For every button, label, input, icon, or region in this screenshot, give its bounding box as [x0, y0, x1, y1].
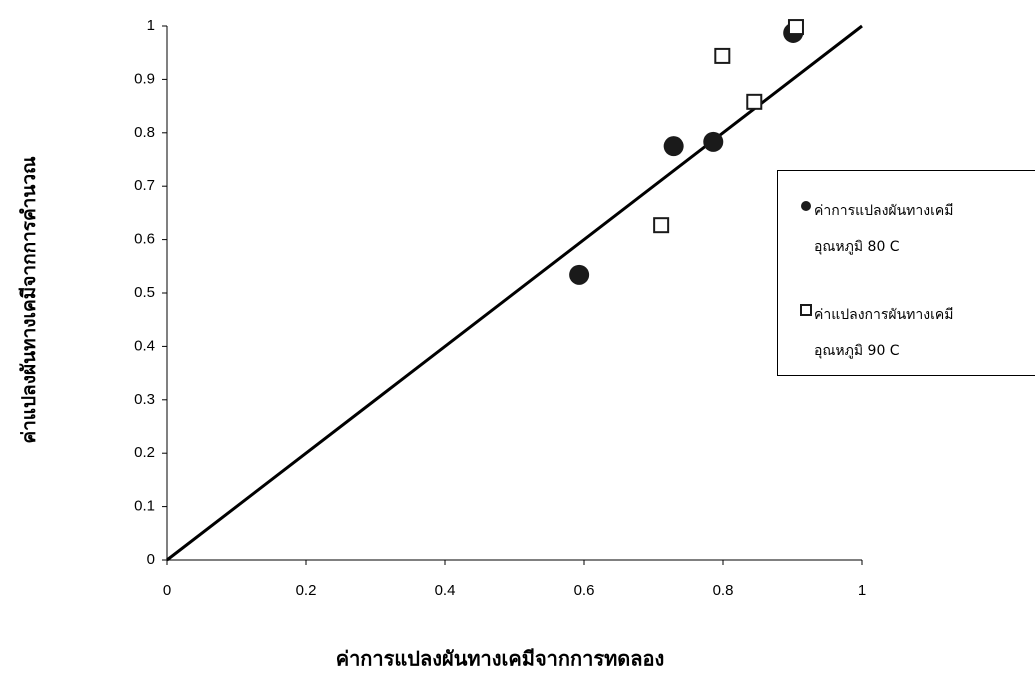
y-tick-label: 0.5 — [134, 284, 155, 301]
page: {"chart_data": {"type": "scatter", "x_la… — [0, 0, 1035, 689]
y-tick-label: 0.1 — [134, 498, 155, 515]
point — [715, 49, 729, 63]
point — [703, 132, 723, 152]
legend-symbol — [799, 303, 813, 317]
legend: ค่าการแปลงผันทางเคมี อุณหภูมิ 80 C ค่าแปล… — [777, 170, 1035, 376]
x-axis-label: ค่าการแปลงผันทางเคมีจากการทดลอง — [336, 647, 665, 671]
point — [801, 305, 811, 315]
legend-label: ค่าแปลงการผันทางเคมี อุณหภูมิ 90 C — [814, 297, 954, 369]
y-tick-label: 0.9 — [134, 70, 155, 87]
legend-label: ค่าการแปลงผันทางเคมี อุณหภูมิ 80 C — [814, 193, 954, 265]
y-tick-label: 0.3 — [134, 391, 155, 408]
x-tick-label: 1 — [858, 582, 866, 599]
point — [664, 136, 684, 156]
y-tick-label: 0.2 — [134, 444, 155, 461]
x-tick-label: 0 — [163, 582, 171, 599]
y-tick-label: 0.8 — [134, 124, 155, 141]
x-tick-label: 0.4 — [435, 582, 456, 599]
y-tick-label: 0.4 — [134, 337, 155, 354]
y-tick-label: 0.6 — [134, 231, 155, 248]
point — [654, 218, 668, 232]
legend-symbol — [799, 199, 813, 213]
point — [569, 265, 589, 285]
y-tick-label: 1 — [147, 17, 155, 34]
point — [801, 201, 811, 211]
x-tick-label: 0.8 — [713, 582, 734, 599]
point — [789, 20, 803, 34]
point — [747, 95, 761, 109]
y-axis-label: ค่าแปลงผันทางเคมีจากการคำนวณ — [18, 156, 40, 444]
x-tick-label: 0.6 — [574, 582, 595, 599]
x-tick-label: 0.2 — [296, 582, 317, 599]
y-tick-label: 0.7 — [134, 177, 155, 194]
y-tick-label: 0 — [147, 551, 155, 568]
